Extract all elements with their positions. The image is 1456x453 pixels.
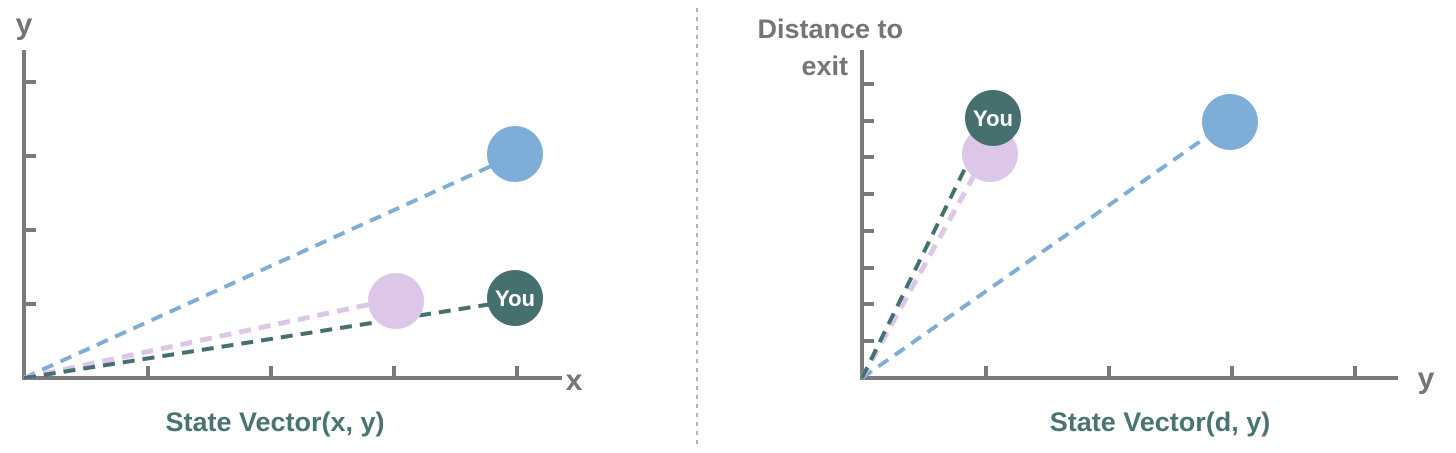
left-x-ticks: [146, 366, 519, 378]
right-blue-point: [1202, 94, 1258, 150]
right-panel: Distance to exit y: [757, 14, 1434, 437]
right-you-vector: [860, 141, 980, 379]
left-caption: State Vector(x, y): [165, 407, 384, 437]
left-purple-point: [368, 273, 424, 329]
right-blue-vector: [860, 131, 1214, 380]
left-purple-vector: [23, 300, 377, 381]
left-y-ticks: [24, 80, 36, 306]
left-y-axis-label: y: [16, 8, 33, 41]
left-you-point: [487, 270, 543, 326]
left-blue-point: [487, 126, 543, 182]
left-you-label: You: [495, 286, 535, 311]
right-purple-vector: [859, 170, 979, 380]
right-you-label: You: [973, 106, 1013, 131]
right-you-point: [965, 90, 1021, 146]
right-y-axis-label-line1: Distance to: [757, 14, 903, 44]
right-y-axis-label-line2: exit: [801, 51, 848, 81]
left-panel: y x You State Vector(x, y): [16, 8, 583, 437]
left-you-vector: [23, 302, 493, 380]
right-x-ticks: [984, 366, 1357, 378]
left-x-axis-label: x: [566, 364, 583, 397]
right-x-axis-label: y: [1418, 362, 1435, 395]
right-caption: State Vector(d, y): [1050, 407, 1271, 437]
left-blue-vector: [23, 160, 501, 380]
right-y-ticks: [862, 82, 874, 343]
